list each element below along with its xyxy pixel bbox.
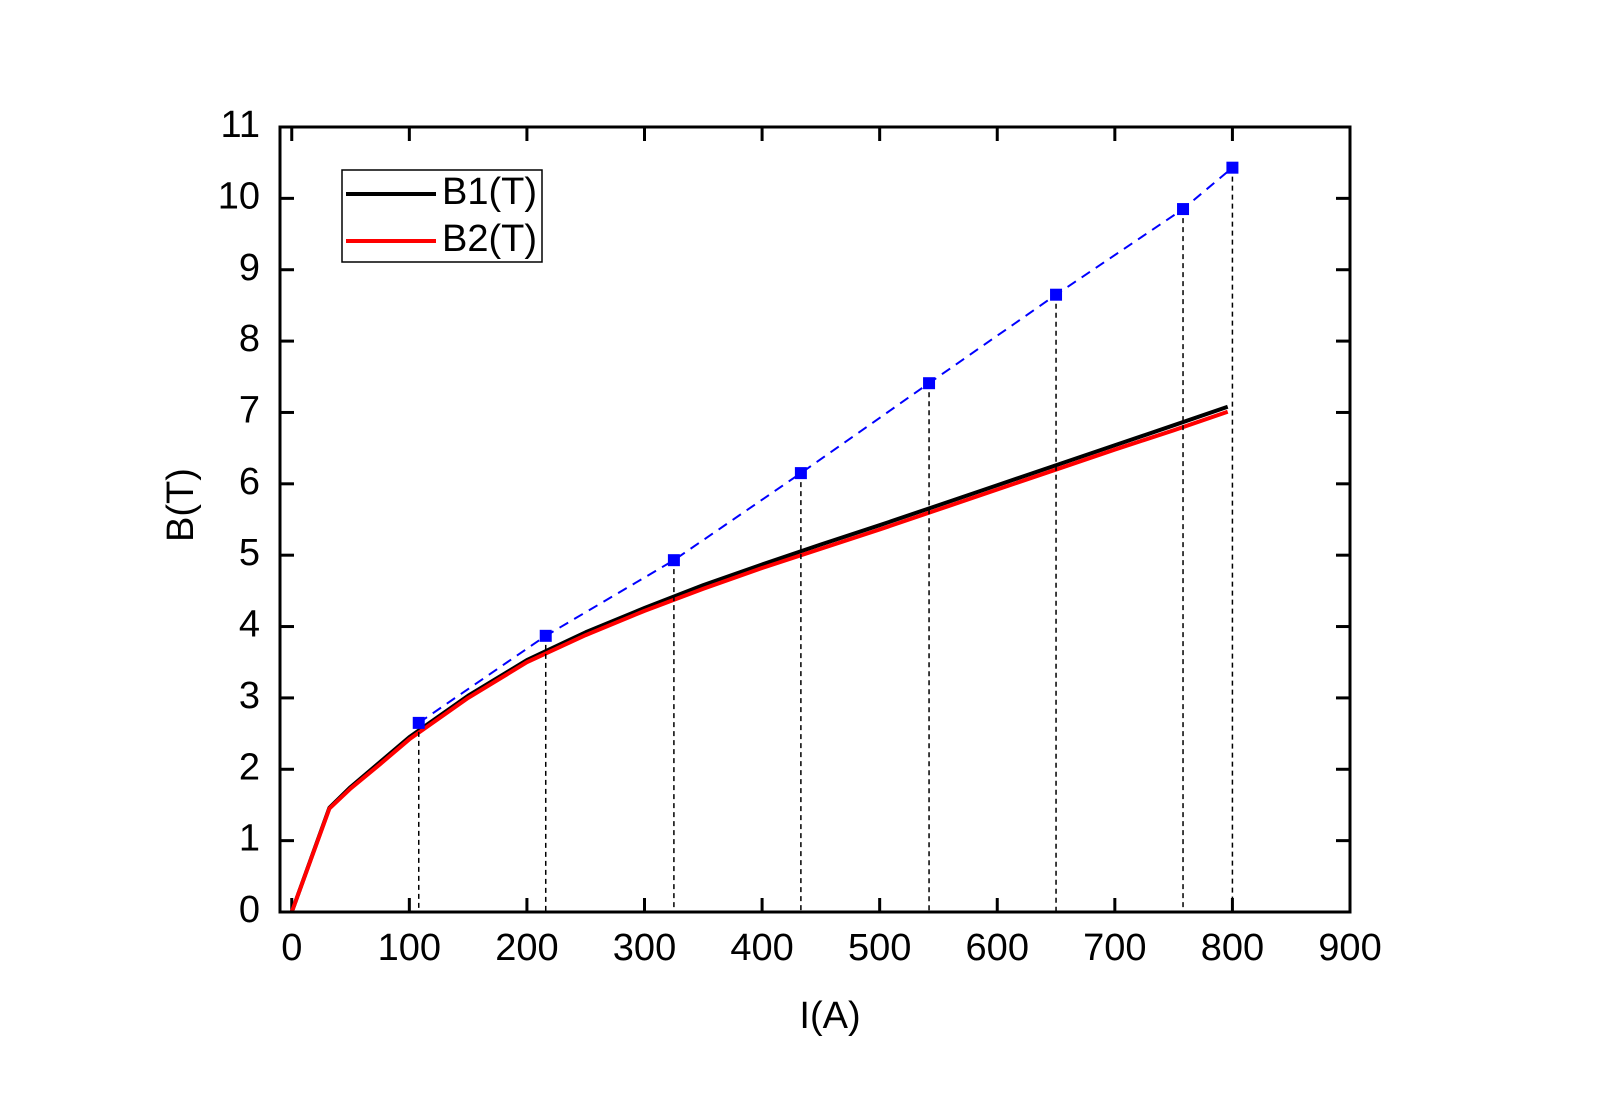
x-tick-label: 400 xyxy=(730,927,793,969)
y-tick-label: 6 xyxy=(239,461,260,503)
x-axis-label: I(A) xyxy=(799,995,860,1037)
x-tick-label: 500 xyxy=(848,927,911,969)
y-axis-label: B(T) xyxy=(160,468,202,542)
y-tick-label: 4 xyxy=(239,604,260,646)
marker xyxy=(412,716,425,729)
marker xyxy=(667,554,680,567)
legend-box xyxy=(341,169,543,263)
legend-label: B2(T) xyxy=(442,218,537,260)
x-tick-label: 800 xyxy=(1201,927,1264,969)
x-tick-label: 300 xyxy=(613,927,676,969)
series-line xyxy=(418,166,1234,724)
y-tick-label: 9 xyxy=(239,247,260,289)
y-tick-label: 8 xyxy=(239,318,260,360)
x-tick-label: 200 xyxy=(495,927,558,969)
marker xyxy=(794,467,807,480)
y-tick-label: 11 xyxy=(221,104,260,146)
y-tick-label: 5 xyxy=(239,532,260,574)
x-tick-label: 700 xyxy=(1083,927,1146,969)
y-tick-label: 0 xyxy=(239,889,260,931)
y-tick-label: 7 xyxy=(239,389,260,431)
x-tick-label: 600 xyxy=(966,927,1029,969)
y-tick-label: 1 xyxy=(239,818,260,860)
series-line xyxy=(289,409,1229,913)
marker xyxy=(923,377,936,390)
plot-frame xyxy=(278,125,1352,914)
marker xyxy=(1177,203,1190,216)
y-tick-label: 10 xyxy=(218,175,260,217)
marker xyxy=(1050,288,1063,301)
legend-label: B1(T) xyxy=(442,171,537,213)
y-tick-label: 2 xyxy=(239,746,260,788)
series-line xyxy=(289,404,1229,913)
x-tick-label: 100 xyxy=(378,927,441,969)
x-tick-label: 0 xyxy=(281,927,302,969)
y-tick-label: 3 xyxy=(239,675,260,717)
x-tick-label: 900 xyxy=(1318,927,1381,969)
marker xyxy=(1226,161,1239,174)
marker xyxy=(539,629,552,642)
